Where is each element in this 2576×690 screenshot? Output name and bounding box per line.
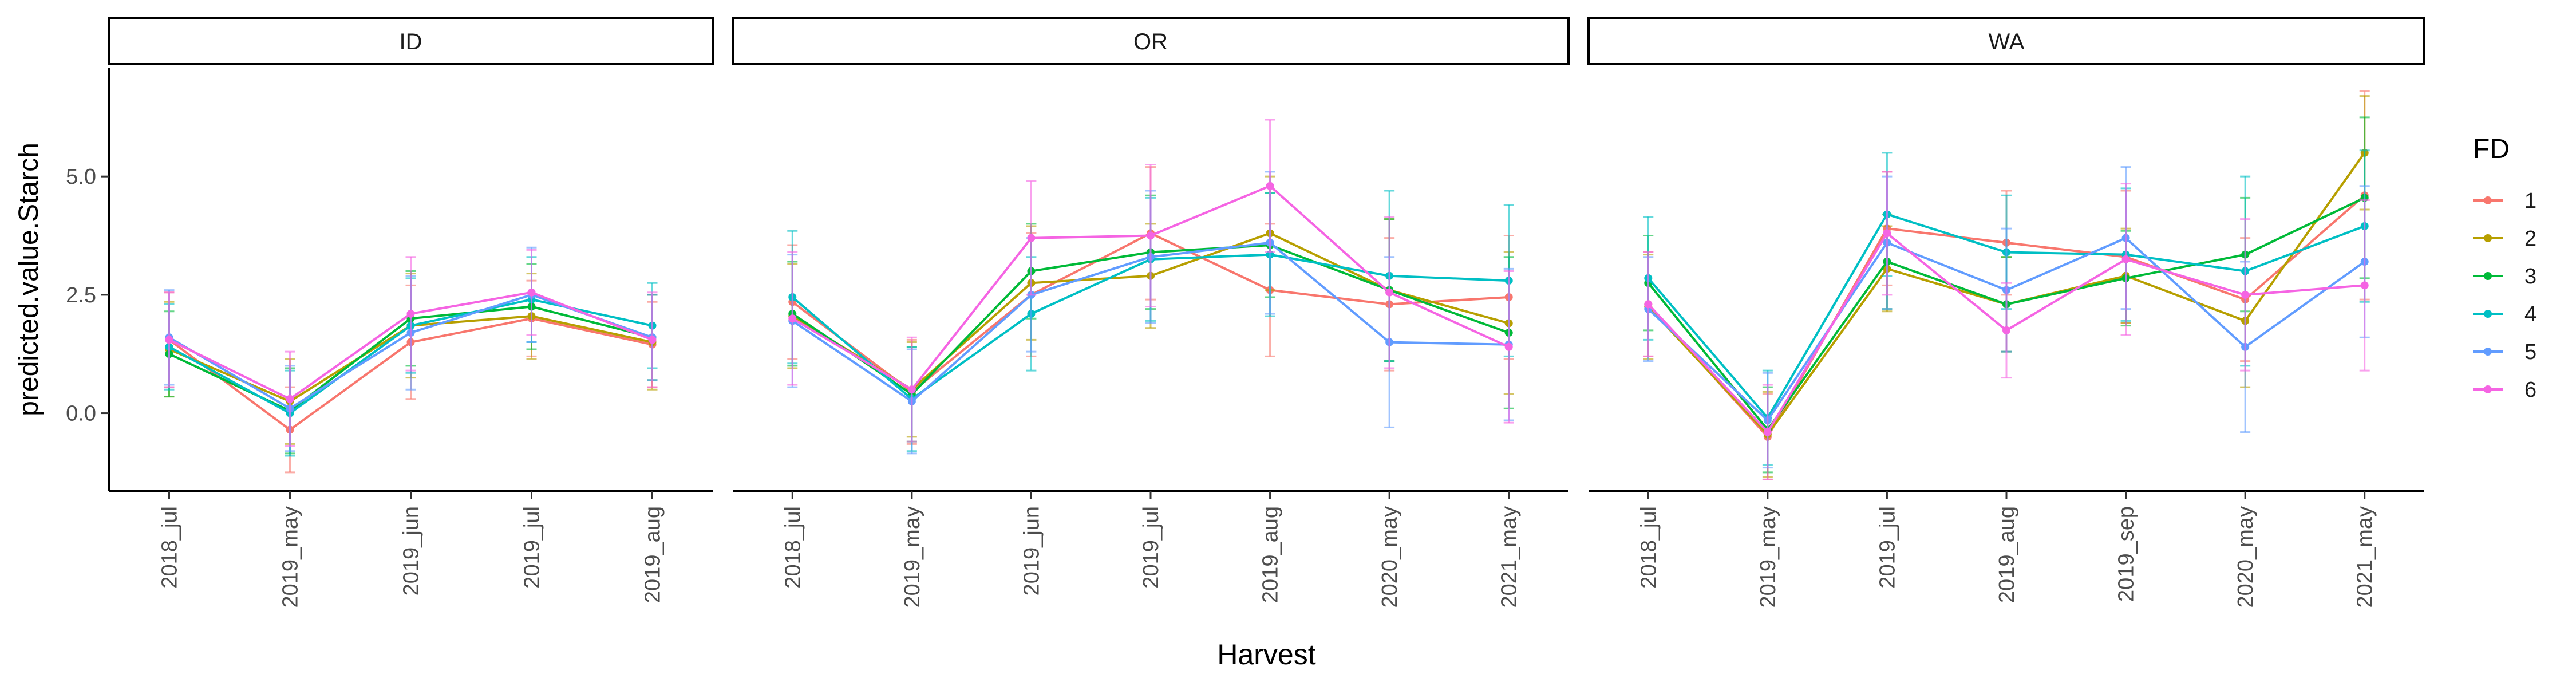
data-point — [527, 288, 536, 297]
panel-or: OR 2018_jul 2019_may 2019_jun 2019_jul 2019_a… — [732, 17, 1570, 608]
x-tick-label: 2019_may — [1756, 506, 1780, 608]
x-tick-label: 2021_may — [1498, 506, 1522, 608]
data-point — [1147, 231, 1155, 240]
x-tick-label: 2019_jul — [520, 506, 544, 589]
legend-label: 3 — [2524, 265, 2537, 289]
facet-strip-label: WA — [1989, 29, 2025, 54]
y-axis-title: predicted.value.Starch — [14, 143, 44, 416]
legend: FD 1 2 3 4 5 6 — [2473, 134, 2537, 402]
facet-strip — [732, 17, 1570, 65]
x-tick-label: 2020_may — [1378, 506, 1402, 608]
data-point — [1266, 182, 1274, 190]
data-point — [907, 385, 916, 394]
facet-strip — [108, 17, 714, 65]
x-tick-label: 2018_jul — [781, 506, 805, 589]
data-point — [2360, 281, 2369, 290]
legend-entry-fd-5: 5 — [2473, 340, 2537, 364]
x-tick-label: 2019_jun — [1020, 506, 1044, 596]
x-tick-label: 2019_aug — [1995, 506, 2019, 603]
data-point — [648, 336, 657, 344]
series-fd-6 — [164, 249, 658, 447]
x-tick-label: 2019_aug — [641, 506, 665, 603]
facet-strip — [1587, 17, 2425, 65]
y-tick-label: 5.0 — [66, 165, 96, 189]
x-tick-label: 2019_jun — [400, 506, 424, 596]
legend-key-point — [2484, 310, 2492, 318]
x-tick-label: 2019_may — [279, 506, 303, 608]
series-fd-6 — [787, 119, 1514, 443]
x-tick-label: 2019_aug — [1259, 506, 1283, 603]
data-point — [2241, 290, 2250, 299]
data-point — [788, 314, 797, 323]
x-tick-label: 2018_jul — [1637, 506, 1661, 589]
legend-label: 2 — [2524, 227, 2537, 251]
x-tick-label: 2019_jul — [1875, 506, 1899, 589]
data-point — [406, 309, 415, 318]
legend-label: 1 — [2524, 189, 2537, 213]
legend-entry-fd-3: 3 — [2473, 265, 2537, 289]
x-tick-label: 2021_may — [2353, 506, 2377, 608]
legend-title: FD — [2473, 134, 2510, 164]
data-point — [1385, 288, 1394, 297]
legend-key-point — [2484, 196, 2492, 204]
x-tick-label: 2018_jul — [158, 506, 182, 589]
data-point — [2121, 255, 2130, 263]
legend-entry-fd-2: 2 — [2473, 227, 2537, 251]
data-point — [1883, 229, 1891, 238]
legend-entry-fd-6: 6 — [2473, 378, 2537, 402]
panel-id: ID 2018_jul 2019_may 2019_jun 2019_jul 2019_a… — [108, 17, 714, 608]
legend-entry-fd-4: 4 — [2473, 302, 2537, 326]
panel-wa: WA 2018_jul 2019_may 2019_jul 2019_aug 2019_s… — [1587, 17, 2425, 608]
series-fd-6 — [1643, 171, 2370, 480]
data-point — [286, 395, 294, 403]
legend-key-point — [2484, 385, 2492, 393]
legend-key-point — [2484, 272, 2492, 280]
x-tick-label: 2019_may — [900, 506, 924, 608]
x-tick-label: 2020_may — [2234, 506, 2258, 608]
facet-strip-label: OR — [1133, 29, 1168, 54]
x-tick-label: 2019_jul — [1139, 506, 1163, 589]
y-tick-label: 2.5 — [66, 283, 96, 307]
legend-label: 5 — [2524, 340, 2537, 364]
data-point — [165, 336, 173, 344]
legend-label: 6 — [2524, 378, 2537, 402]
facet-strip-label: ID — [400, 29, 422, 54]
legend-key-point — [2484, 234, 2492, 242]
legend-entry-fd-1: 1 — [2473, 189, 2537, 213]
data-point — [2002, 326, 2010, 334]
legend-label: 4 — [2524, 302, 2537, 326]
legend-key-point — [2484, 348, 2492, 356]
data-point — [1763, 428, 1772, 436]
data-point — [1504, 342, 1513, 351]
y-tick-label: 0.0 — [66, 402, 96, 426]
data-point — [1644, 300, 1653, 309]
data-point — [1027, 234, 1036, 242]
x-tick-label: 2019_sep — [2115, 506, 2139, 602]
x-axis-title: Harvest — [1217, 638, 1315, 671]
